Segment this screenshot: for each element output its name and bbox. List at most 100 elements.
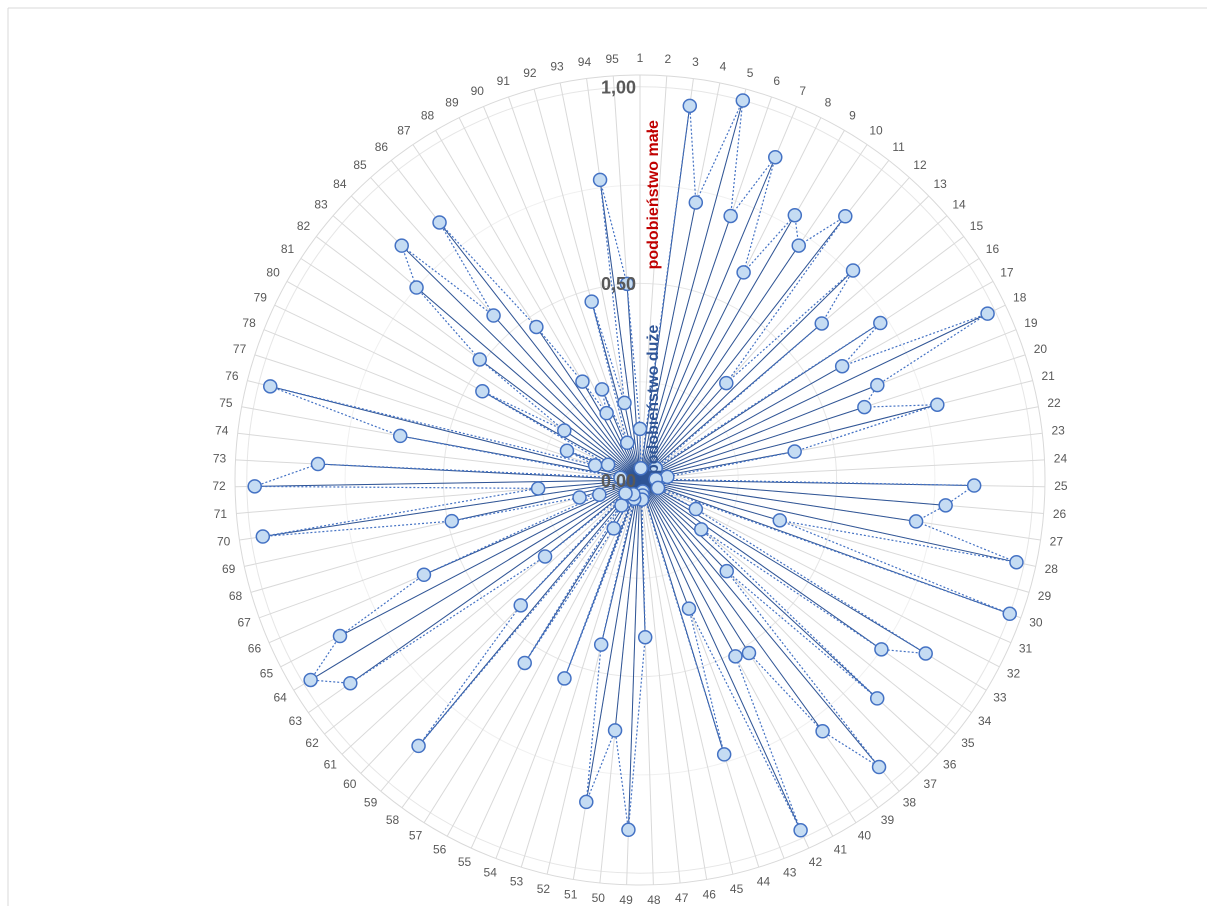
category-label: 9 [849,109,856,123]
spoke [639,236,964,481]
marker [557,423,572,438]
category-label: 16 [986,242,1000,256]
stem [601,389,641,481]
stem [639,479,1017,563]
category-label: 3 [692,55,699,69]
marker [513,598,528,613]
category-label: 75 [219,396,233,410]
marker [530,481,546,496]
marker [787,444,802,459]
marker [814,316,829,331]
category-label: 87 [397,124,411,138]
category-label: 73 [213,451,227,465]
stem [639,365,843,481]
marker [815,724,830,739]
category-label: 54 [484,866,498,880]
category-label: 92 [523,66,537,80]
category-label: 58 [386,813,400,827]
category-label: 11 [892,140,905,154]
annotation: podobieństwo małe [645,120,662,269]
spoke [254,354,641,481]
category-label: 80 [266,266,280,280]
stem [310,479,641,681]
stem [639,479,823,732]
category-label: 4 [720,59,727,73]
spoke [639,479,681,884]
category-label: 21 [1041,369,1055,383]
stem [639,157,776,481]
spoke [639,432,1043,481]
marker [966,478,982,493]
marker [557,671,572,686]
marker [594,382,610,397]
y-tick-label: 0,00 [601,471,636,491]
marker [845,263,861,278]
category-label: 50 [592,891,606,905]
marker [918,646,933,661]
category-label: 85 [353,158,367,172]
category-label: 62 [305,736,319,750]
stem [639,479,882,650]
stem [639,270,854,481]
category-label: 26 [1053,507,1067,521]
stem [599,179,641,481]
marker [871,759,887,775]
category-label: 82 [297,219,311,233]
stem [585,479,641,802]
category-label: 6 [773,74,780,88]
marker [607,723,623,738]
category-label: 34 [978,714,992,728]
marker [633,460,649,476]
spoke [639,459,1045,481]
marker [517,655,532,671]
category-label: 20 [1034,342,1048,356]
marker [392,428,408,444]
marker [432,215,447,230]
marker [838,209,853,224]
stem [439,222,641,481]
marker [486,308,501,323]
marker [587,458,603,473]
category-label: 89 [445,95,459,109]
marker [688,195,704,210]
category-label: 19 [1024,316,1038,330]
marker [614,498,629,513]
category-label: 91 [497,74,511,88]
spoke [639,479,708,880]
marker [980,306,995,321]
stem [582,381,641,481]
marker [787,207,803,223]
stem [639,245,800,481]
marker [908,514,924,529]
marker [741,645,757,661]
category-label: 57 [409,828,423,842]
category-label: 27 [1050,535,1064,549]
stem [639,384,878,481]
category-label: 31 [1019,641,1033,655]
marker [1009,554,1024,570]
stem [579,479,641,498]
marker [719,563,734,579]
stem [416,287,641,481]
category-label: 7 [799,84,806,98]
series-line [254,100,1017,831]
marker [619,276,635,292]
marker [1002,606,1017,622]
category-label: 24 [1054,451,1068,465]
category-label: 60 [343,777,357,791]
y-tick-label: 0,50 [601,274,636,294]
category-label: 67 [237,615,251,629]
spoke [520,479,641,868]
stem [639,479,880,768]
category-label: 59 [364,796,378,810]
marker [472,352,487,367]
marker [637,629,653,645]
category-label: 8 [825,95,832,109]
marker [735,93,751,108]
marker [728,649,743,664]
category-label: 42 [809,855,823,869]
category-label: 39 [881,813,895,827]
stem [639,202,697,481]
marker [444,513,460,529]
